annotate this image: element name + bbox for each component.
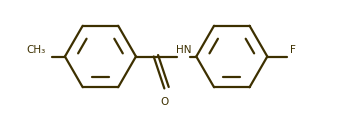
- Text: F: F: [290, 44, 296, 54]
- Text: CH₃: CH₃: [26, 44, 46, 54]
- Text: O: O: [160, 96, 168, 106]
- Text: HN: HN: [176, 44, 192, 54]
